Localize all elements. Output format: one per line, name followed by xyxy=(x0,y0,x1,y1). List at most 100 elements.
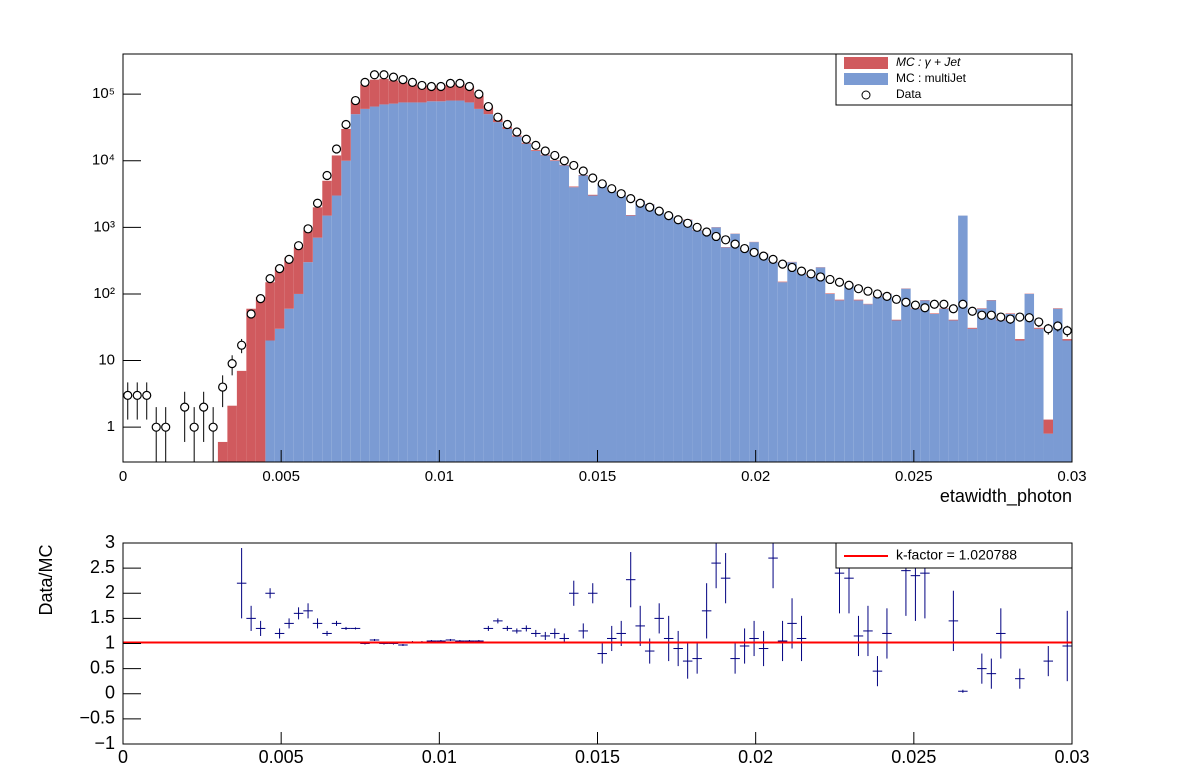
data-point xyxy=(607,184,617,194)
data-point xyxy=(303,224,313,234)
x-tick-label: 0.025 xyxy=(895,468,933,485)
histogram-bar xyxy=(920,300,930,462)
data-point xyxy=(1053,321,1063,331)
data-point xyxy=(901,297,911,307)
data-point xyxy=(464,81,474,92)
histogram-bar xyxy=(350,114,361,462)
data-point xyxy=(986,310,996,320)
data-point xyxy=(180,402,190,412)
histogram-bar xyxy=(407,102,418,463)
histogram-bar xyxy=(967,328,978,462)
histogram-bar xyxy=(303,230,313,263)
histogram-bar xyxy=(787,262,797,462)
legend-swatch xyxy=(844,57,888,69)
histogram-bar xyxy=(360,108,370,462)
histogram-bar xyxy=(654,210,664,462)
data-point xyxy=(664,211,674,221)
histogram-bar xyxy=(236,370,247,462)
histogram-bar xyxy=(341,128,351,161)
histogram-bar xyxy=(274,267,285,329)
histogram-bar xyxy=(531,150,541,462)
histogram-bar xyxy=(426,85,437,102)
histogram-bar xyxy=(891,319,902,321)
histogram-bar xyxy=(939,308,949,462)
histogram-bar xyxy=(502,128,513,463)
histogram-bar xyxy=(265,340,275,462)
data-point xyxy=(891,294,902,304)
x-tick-label: 0.03 xyxy=(1054,747,1089,767)
data-point xyxy=(379,70,389,80)
histogram-bar xyxy=(341,160,351,462)
histogram-bar xyxy=(777,281,788,283)
data-point xyxy=(844,280,854,290)
histogram-bar xyxy=(1043,433,1054,462)
histogram-bar xyxy=(768,262,778,462)
data-point xyxy=(512,127,522,137)
data-point xyxy=(1034,317,1044,327)
data-point xyxy=(777,259,788,269)
data-point xyxy=(721,235,731,245)
histogram-bar xyxy=(682,219,693,462)
y-axis-label: Data/MC xyxy=(36,544,56,615)
data-point xyxy=(616,189,626,199)
data-point xyxy=(284,254,294,265)
histogram-bar xyxy=(217,441,228,462)
histogram-bar xyxy=(293,293,304,462)
histogram-bar xyxy=(512,136,522,462)
histogram-bar xyxy=(331,195,342,463)
histogram-bar xyxy=(312,237,323,462)
data-point xyxy=(863,286,873,296)
x-tick-label: 0.01 xyxy=(425,468,454,485)
histogram-bar xyxy=(815,267,826,462)
data-point xyxy=(1024,313,1034,323)
data-point xyxy=(227,359,237,369)
data-point xyxy=(151,422,161,432)
data-point xyxy=(588,173,598,183)
x-tick-label: 0.005 xyxy=(262,468,300,485)
data-point xyxy=(161,422,171,432)
histogram-bar xyxy=(569,186,579,188)
histogram-bar xyxy=(730,233,740,462)
histogram-bar xyxy=(1034,328,1044,462)
histogram-bar xyxy=(417,102,427,463)
histogram-bar xyxy=(834,300,845,462)
histogram-bar xyxy=(1053,308,1063,462)
histogram-bar xyxy=(929,313,940,314)
data-point xyxy=(787,262,797,273)
histogram-bar xyxy=(948,319,959,321)
data-point xyxy=(426,81,437,92)
data-point xyxy=(331,144,342,154)
x-tick-label: 0 xyxy=(119,468,127,485)
x-axis-label: etawidth_photon xyxy=(940,486,1072,507)
histogram-bar xyxy=(588,194,598,196)
data-point xyxy=(882,291,892,301)
histogram-bar xyxy=(426,101,437,463)
data-point xyxy=(350,95,361,106)
histogram-bar xyxy=(436,101,446,463)
data-point xyxy=(654,206,664,216)
histogram-bar xyxy=(834,299,845,301)
data-point xyxy=(312,198,323,208)
histogram-bar xyxy=(265,282,275,341)
histogram-bar xyxy=(853,299,864,301)
histogram-bar xyxy=(369,106,380,462)
data-point xyxy=(910,300,921,310)
data-point xyxy=(834,277,845,287)
y-tick-label: 1.5 xyxy=(90,607,115,627)
histogram-bar xyxy=(455,83,465,101)
histogram-bar xyxy=(967,327,978,329)
histogram-bar xyxy=(1062,340,1072,462)
histogram-bar xyxy=(360,84,370,109)
data-point xyxy=(967,306,977,316)
data-point xyxy=(123,390,133,400)
y-tick-label: 3 xyxy=(105,532,115,552)
y-tick-label: 10² xyxy=(93,285,115,302)
histogram-bar xyxy=(825,293,835,462)
histogram-bar xyxy=(901,288,911,462)
histogram-bar xyxy=(312,207,323,238)
histogram-bar xyxy=(588,195,598,463)
histogram-bar xyxy=(398,82,408,103)
histogram-bar xyxy=(1062,339,1072,341)
histogram-bar xyxy=(958,215,968,462)
data-point xyxy=(958,299,968,309)
